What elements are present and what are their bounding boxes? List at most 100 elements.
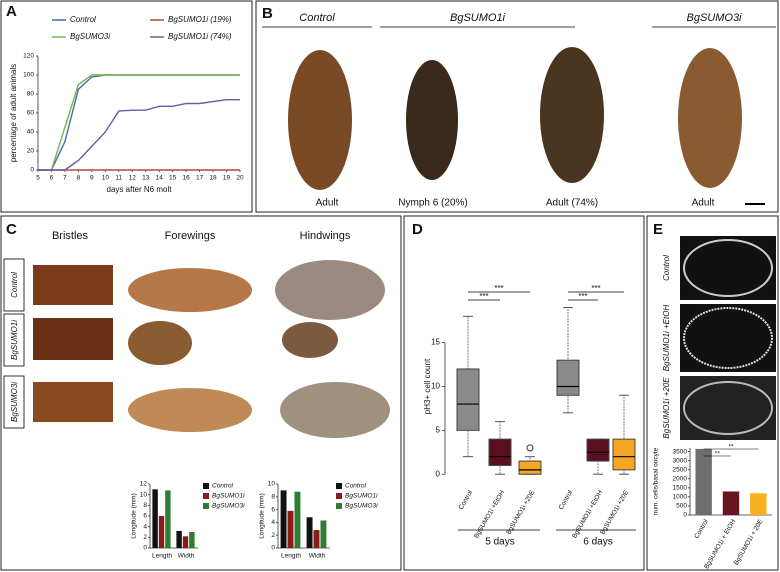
series-line xyxy=(38,99,240,171)
group-header: Control xyxy=(299,12,335,24)
y-tick-label: 6 xyxy=(143,513,147,520)
y-tick-label: 3500 xyxy=(673,448,688,455)
y-tick-label: 0 xyxy=(143,545,147,552)
bar xyxy=(189,532,195,548)
significance-label: *** xyxy=(494,284,503,293)
x-tick-label: 12 xyxy=(129,175,137,182)
y-tick-label: 8 xyxy=(271,494,275,501)
y-tick-label: 4 xyxy=(143,523,147,530)
bar xyxy=(313,530,320,548)
oocyte-photo xyxy=(680,304,776,372)
hindwing-photo xyxy=(282,322,338,358)
bar xyxy=(294,491,301,548)
y-tick-label: 0 xyxy=(271,545,275,552)
y-tick-label: 6 xyxy=(271,506,275,513)
legend-swatch xyxy=(336,483,342,489)
panel-letter: E xyxy=(653,221,663,238)
y-tick-label: 80 xyxy=(27,91,35,98)
box xyxy=(586,438,610,462)
row-label-box xyxy=(3,375,25,429)
x-tick-label: Control xyxy=(693,518,710,540)
y-tick-label: 15 xyxy=(431,338,440,347)
oocyte-photo xyxy=(680,376,776,440)
legend-swatch xyxy=(336,493,342,499)
legend-swatch xyxy=(203,493,209,499)
x-tick-label: Control xyxy=(458,489,475,511)
significance-label: *** xyxy=(479,292,488,301)
panel-e-frame xyxy=(646,215,779,571)
x-tick-label: 13 xyxy=(142,175,150,182)
panel-c-frame xyxy=(0,215,402,571)
row-label: BgSUMO1i +EtOH xyxy=(662,305,671,372)
bar xyxy=(158,516,165,548)
y-axis-label: Longitude (mm) xyxy=(259,493,266,539)
legend-swatch xyxy=(336,503,342,509)
bar xyxy=(287,510,294,548)
bar xyxy=(280,490,287,548)
row-label-box xyxy=(3,258,25,312)
box xyxy=(612,438,636,471)
photo-caption: Adult xyxy=(692,198,715,209)
x-tick-label: 16 xyxy=(183,175,191,182)
box xyxy=(456,368,480,431)
column-header: Forewings xyxy=(165,230,216,242)
y-tick-label: 12 xyxy=(140,481,148,488)
outlier xyxy=(526,444,534,452)
x-tick-label: 5 xyxy=(36,175,40,182)
significance-label: ** xyxy=(728,444,734,451)
bristle-photo xyxy=(33,318,113,360)
oocyte-photos xyxy=(680,236,776,440)
bristle-photo xyxy=(33,382,113,422)
photo-caption: Adult (74%) xyxy=(546,198,598,209)
bar xyxy=(306,517,313,548)
x-tick-label: Width xyxy=(309,553,326,560)
x-tick-label: 18 xyxy=(209,175,217,182)
photo-control xyxy=(288,50,352,190)
y-tick-label: 2500 xyxy=(673,466,688,473)
panel-b-frame xyxy=(255,0,779,213)
x-tick-label: 6 xyxy=(50,175,54,182)
box xyxy=(518,460,542,475)
box xyxy=(556,359,580,396)
row-label: BgSUMO3i xyxy=(10,382,19,422)
legend-label: Control xyxy=(212,483,234,490)
panel-d-frame xyxy=(403,215,645,571)
y-tick-label: 500 xyxy=(676,503,687,510)
x-tick-label: 10 xyxy=(102,175,110,182)
x-tick-label: BgSUMO1i +20E xyxy=(505,489,536,536)
x-tick-label: BgSUMO1i + 20E xyxy=(733,518,765,567)
x-tick-label: 14 xyxy=(156,175,164,182)
significance-label: *** xyxy=(591,284,600,293)
legend-label: BgSUMO1i xyxy=(345,493,378,500)
x-tick-label: 11 xyxy=(115,175,122,182)
legend-label: BgSUMO3i xyxy=(212,503,245,510)
legend-label: BgSUMO1i (19%) xyxy=(168,15,232,24)
forewing-photo xyxy=(128,268,252,312)
y-tick-label: 40 xyxy=(27,129,35,136)
x-tick-label: Width xyxy=(178,553,195,560)
y-tick-label: 3000 xyxy=(673,457,688,464)
row-label: Control xyxy=(10,272,19,298)
group-header: BgSUMO1i xyxy=(450,12,506,24)
x-tick-label: 9 xyxy=(90,175,94,182)
y-axis-label: num. cells/basal oocyte xyxy=(653,447,660,515)
box xyxy=(488,438,512,466)
bar xyxy=(320,520,327,548)
bar xyxy=(750,493,767,515)
legend-label: BgSUMO1i (74%) xyxy=(168,32,232,41)
x-tick-label: Length xyxy=(152,553,172,560)
photo-caption: Adult xyxy=(316,198,339,209)
bar xyxy=(165,490,171,548)
photo-caption: Nymph 6 (20%) xyxy=(398,198,467,209)
oocyte-outline xyxy=(683,381,773,435)
hindwing-photo xyxy=(280,382,390,438)
bar xyxy=(695,448,712,515)
row-label: BgSUMO1i +20E xyxy=(662,377,671,439)
y-tick-label: 10 xyxy=(431,382,440,391)
hindwing-photo xyxy=(275,260,385,320)
y-tick-label: 60 xyxy=(27,110,35,117)
x-tick-label: 19 xyxy=(223,175,231,182)
oocyte-outline xyxy=(683,239,773,297)
y-axis-label: pH3+ cell count xyxy=(423,358,432,414)
cockroach-photos xyxy=(288,47,765,205)
